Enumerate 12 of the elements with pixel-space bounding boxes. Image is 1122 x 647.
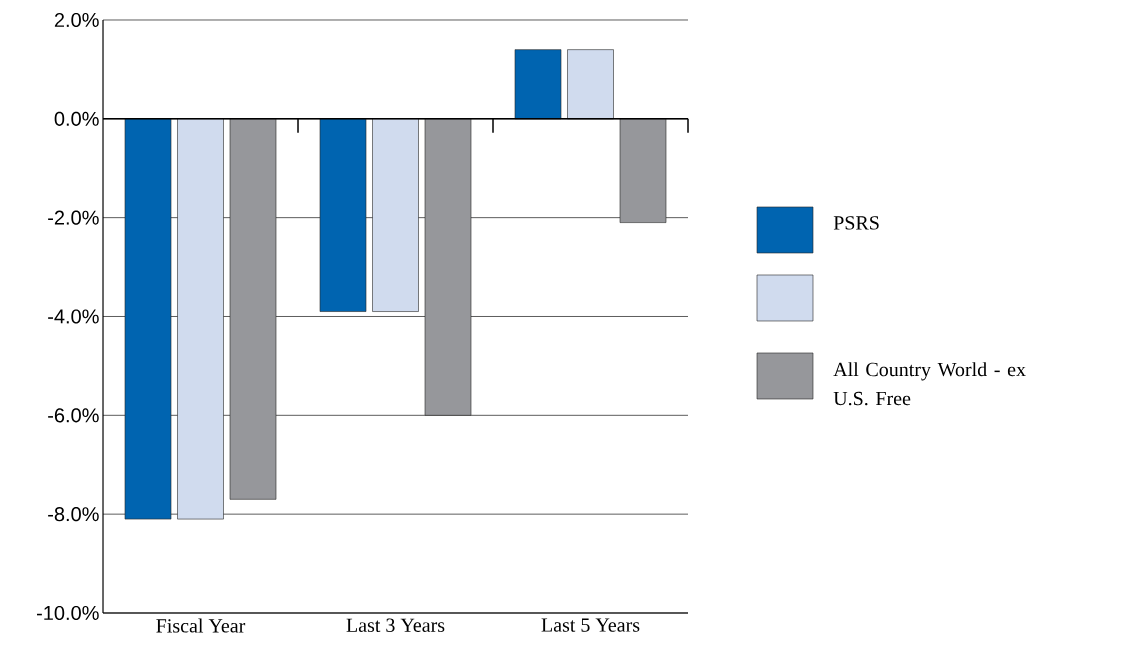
- x-tick-label: Last 5 Years: [541, 618, 640, 632]
- x-tick-label: Last 3 Years: [346, 618, 445, 632]
- y-tick-label: 2.0%: [54, 12, 99, 28]
- y-tick-label: -10.0%: [37, 605, 99, 621]
- y-tick-label: -6.0%: [48, 408, 99, 423]
- y-tick-label: -8.0%: [48, 507, 99, 522]
- y-tick-label: 0.0%: [54, 111, 99, 126]
- legend-label: PSRS: [833, 216, 879, 230]
- y-tick-label: -2.0%: [48, 210, 99, 225]
- y-tick-label: -4.0%: [48, 309, 99, 324]
- legend-label: All Country World - ex U.S. Free: [833, 362, 1026, 406]
- x-tick-label: Fiscal Year: [156, 618, 246, 633]
